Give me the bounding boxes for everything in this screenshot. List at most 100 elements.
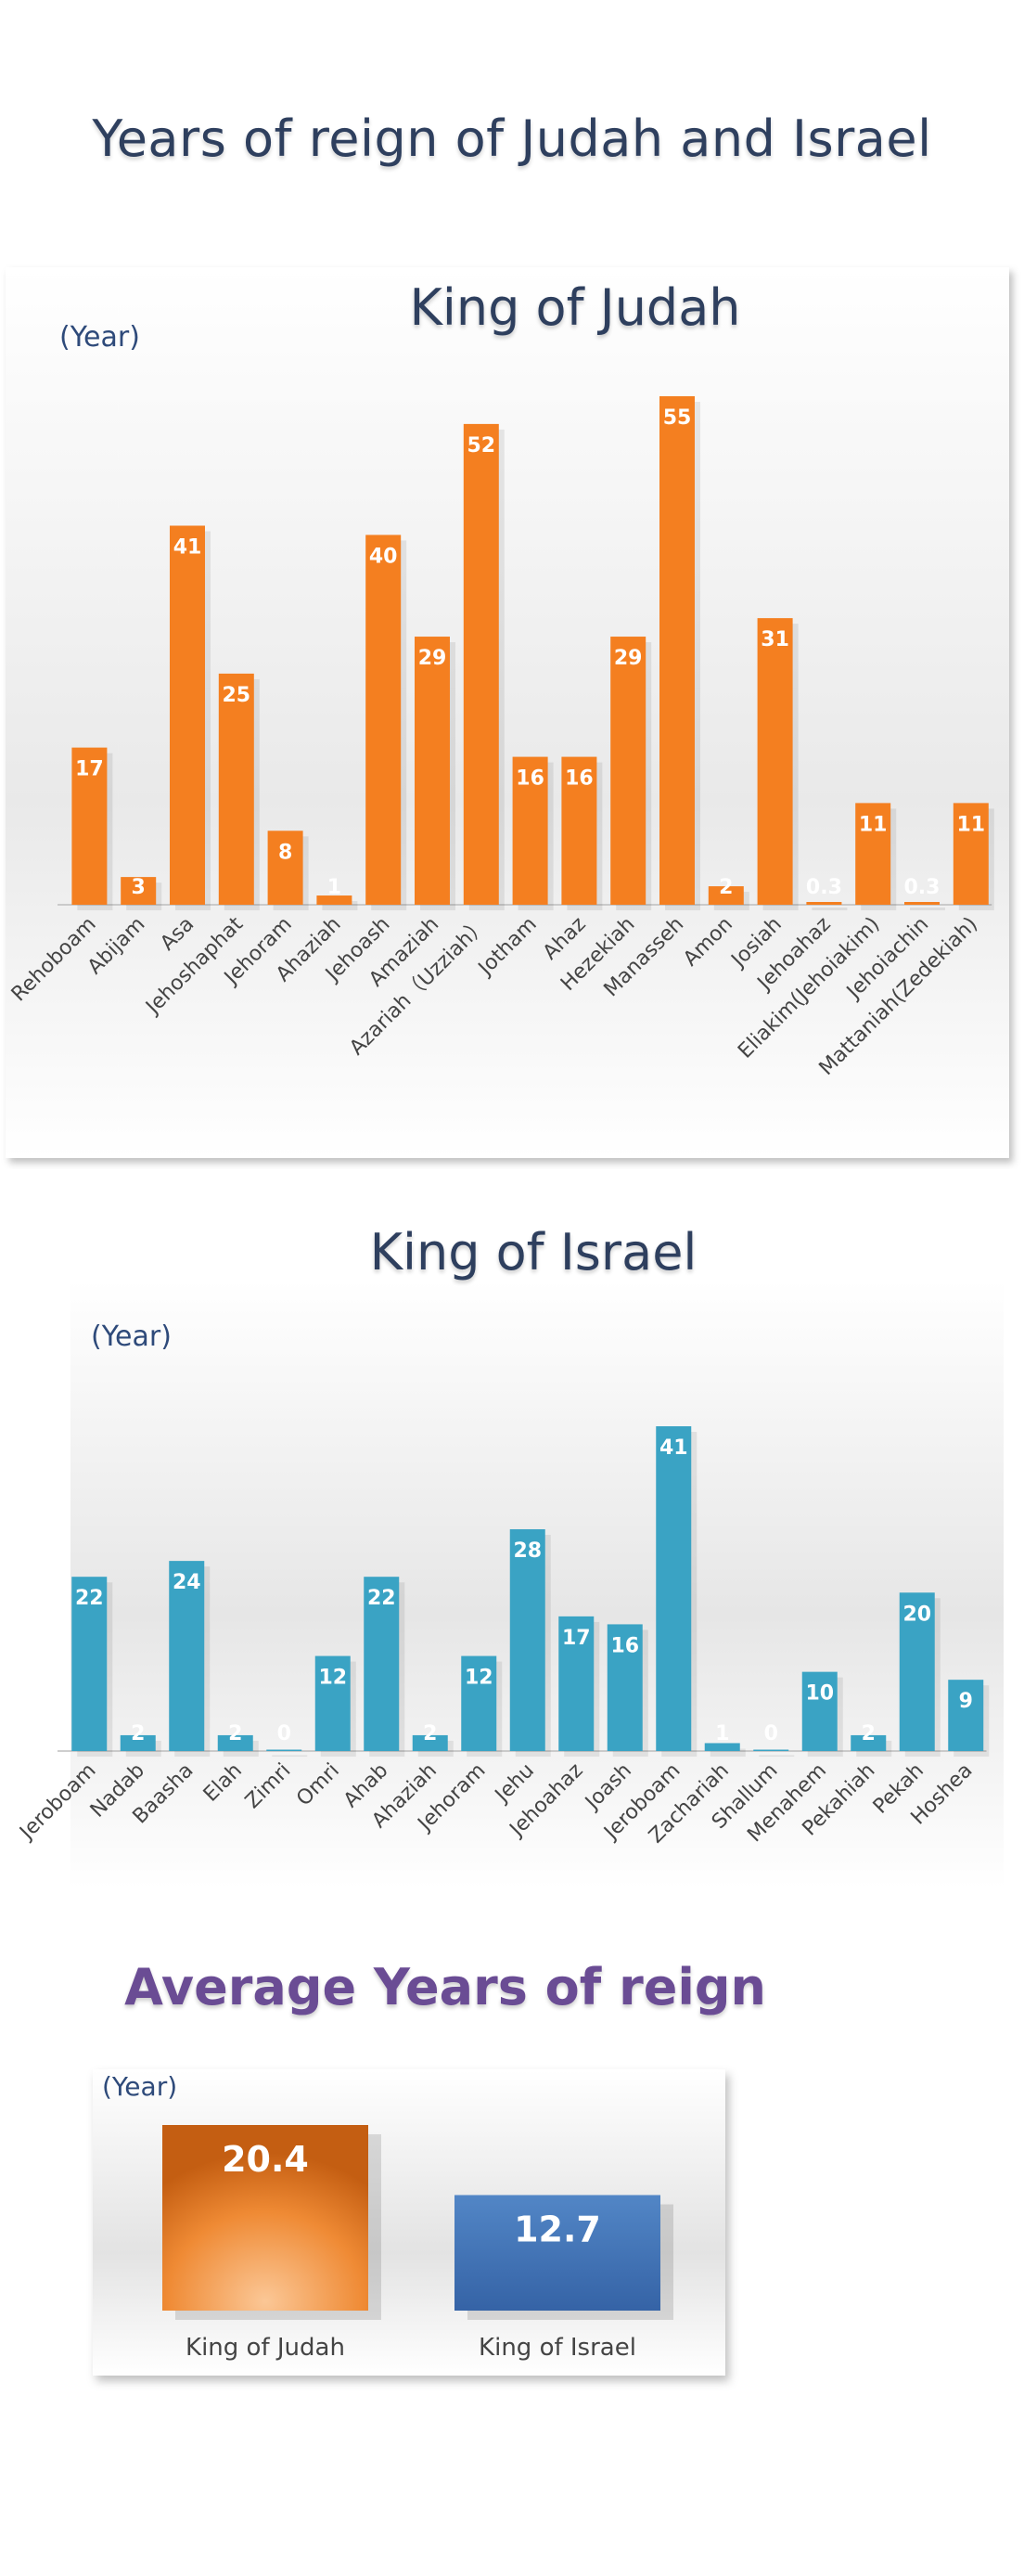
average-value-labels: 20.4 12.7: [222, 2139, 601, 2249]
israel-bar-5: [314, 1655, 351, 1751]
judah-chart: King of Judah (Year) 17 3 41 25 8 1 40 29 52 16 16…: [6, 267, 1009, 1158]
judah-bar-9: [512, 756, 548, 905]
judah-value-label: 31: [761, 628, 789, 651]
israel-bar-4: [266, 1749, 302, 1751]
judah-bar-8: [463, 423, 499, 905]
average-value-label: 12.7: [514, 2209, 601, 2249]
judah-value-label: 8: [278, 841, 292, 864]
judah-y-unit: (Year): [59, 321, 140, 354]
judah-bar-4: [267, 831, 303, 905]
israel-bar-12: [656, 1426, 692, 1751]
israel-bar-13: [704, 1743, 740, 1751]
page-title: Years of reign of Judah and Israel: [92, 109, 932, 168]
israel-value-label: 12: [465, 1667, 493, 1690]
average-bar-1: [454, 2195, 660, 2311]
average-y-unit: (Year): [102, 2071, 177, 2102]
israel-value-label: 28: [513, 1539, 542, 1563]
judah-value-label: 16: [565, 767, 594, 791]
average-bars: [162, 2125, 673, 2320]
judah-value-label: 40: [369, 545, 398, 568]
judah-bar-13: [708, 886, 744, 905]
judah-value-label: 1: [327, 876, 341, 899]
israel-value-label: 20: [902, 1603, 931, 1626]
judah-bar-shadow: [812, 908, 848, 910]
average-chart: Average Years of reign (Year) 20.4 12.7 K…: [93, 1958, 766, 2376]
judah-value-labels: 17 3 41 25 8 1 40 29 52 16 16 29 55 2 31 0.3 11 0.3 11: [75, 406, 985, 899]
israel-value-label: 12: [318, 1667, 347, 1690]
israel-bar-11: [607, 1624, 643, 1751]
israel-bar-7: [412, 1734, 448, 1751]
judah-bar-14: [757, 618, 793, 905]
israel-value-label: 22: [367, 1587, 396, 1610]
judah-bar-0: [71, 747, 108, 905]
israel-chart-title: King of Israel: [370, 1223, 698, 1282]
judah-bar-3: [218, 673, 254, 905]
israel-bar-16: [851, 1734, 887, 1751]
israel-value-label: 0: [277, 1722, 291, 1745]
judah-bar-shadow: [910, 908, 945, 910]
israel-bar-14: [753, 1749, 789, 1751]
average-category-label: King of Judah: [186, 2334, 345, 2362]
israel-value-label: 2: [131, 1722, 145, 1745]
israel-bar-15: [801, 1671, 838, 1751]
judah-bar-2: [170, 525, 205, 905]
israel-bar-3: [217, 1734, 253, 1751]
average-chart-title: Average Years of reign: [124, 1958, 766, 2016]
israel-value-label: 16: [610, 1634, 639, 1657]
israel-bar-18: [948, 1680, 984, 1751]
judah-bars: [58, 396, 994, 910]
judah-value-label: 0.3: [806, 876, 842, 899]
judah-bar-16: [855, 803, 891, 905]
judah-value-label: 3: [132, 876, 146, 899]
judah-bar-shadow: [322, 901, 358, 910]
judah-value-label: 11: [956, 813, 985, 836]
judah-bar-12: [659, 396, 695, 905]
israel-bar-1: [120, 1734, 156, 1751]
judah-value-label: 2: [719, 876, 733, 899]
israel-bar-10: [558, 1616, 595, 1751]
judah-bar-5: [316, 895, 352, 905]
judah-value-label: 17: [75, 758, 104, 781]
israel-value-label: 41: [659, 1436, 688, 1460]
judah-bar-15: [806, 902, 842, 905]
judah-bar-6: [365, 535, 402, 905]
average-category-label: King of Israel: [479, 2334, 636, 2362]
israel-bar-shadow: [710, 1748, 746, 1757]
israel-bar-17: [899, 1592, 935, 1751]
israel-value-label: 10: [805, 1682, 834, 1706]
judah-value-label: 25: [222, 684, 250, 707]
israel-value-label: 2: [423, 1722, 437, 1745]
israel-bar-shadow: [759, 1755, 795, 1757]
judah-value-label: 11: [859, 813, 888, 836]
israel-bar-0: [71, 1577, 108, 1751]
judah-value-label: 52: [467, 434, 495, 457]
judah-value-label: 29: [418, 647, 447, 670]
israel-bar-shadow: [272, 1755, 308, 1757]
judah-value-label: 16: [516, 767, 544, 791]
israel-value-label: 9: [959, 1690, 973, 1713]
judah-value-label: 0.3: [904, 876, 941, 899]
judah-value-label: 55: [663, 406, 692, 430]
judah-bar-7: [415, 637, 450, 905]
judah-value-label: 41: [173, 535, 202, 559]
israel-value-label: 0: [764, 1722, 778, 1745]
judah-bar-1: [121, 877, 157, 905]
judah-bar-17: [904, 902, 940, 905]
average-bar-0: [162, 2125, 368, 2311]
israel-y-unit: (Year): [91, 1320, 172, 1353]
israel-bar-2: [169, 1561, 205, 1751]
israel-value-label: 2: [862, 1722, 876, 1745]
israel-bars: [58, 1426, 990, 1757]
judah-bar-11: [610, 637, 646, 905]
judah-bar-18: [953, 803, 989, 905]
israel-value-label: 1: [715, 1722, 729, 1745]
israel-bar-6: [364, 1577, 400, 1751]
judah-value-label: 29: [614, 647, 643, 670]
judah-chart-title: King of Judah: [409, 278, 740, 337]
israel-value-label: 24: [173, 1571, 201, 1594]
israel-bar-9: [509, 1528, 545, 1751]
israel-bar-8: [461, 1655, 497, 1751]
israel-value-label: 17: [562, 1627, 591, 1650]
